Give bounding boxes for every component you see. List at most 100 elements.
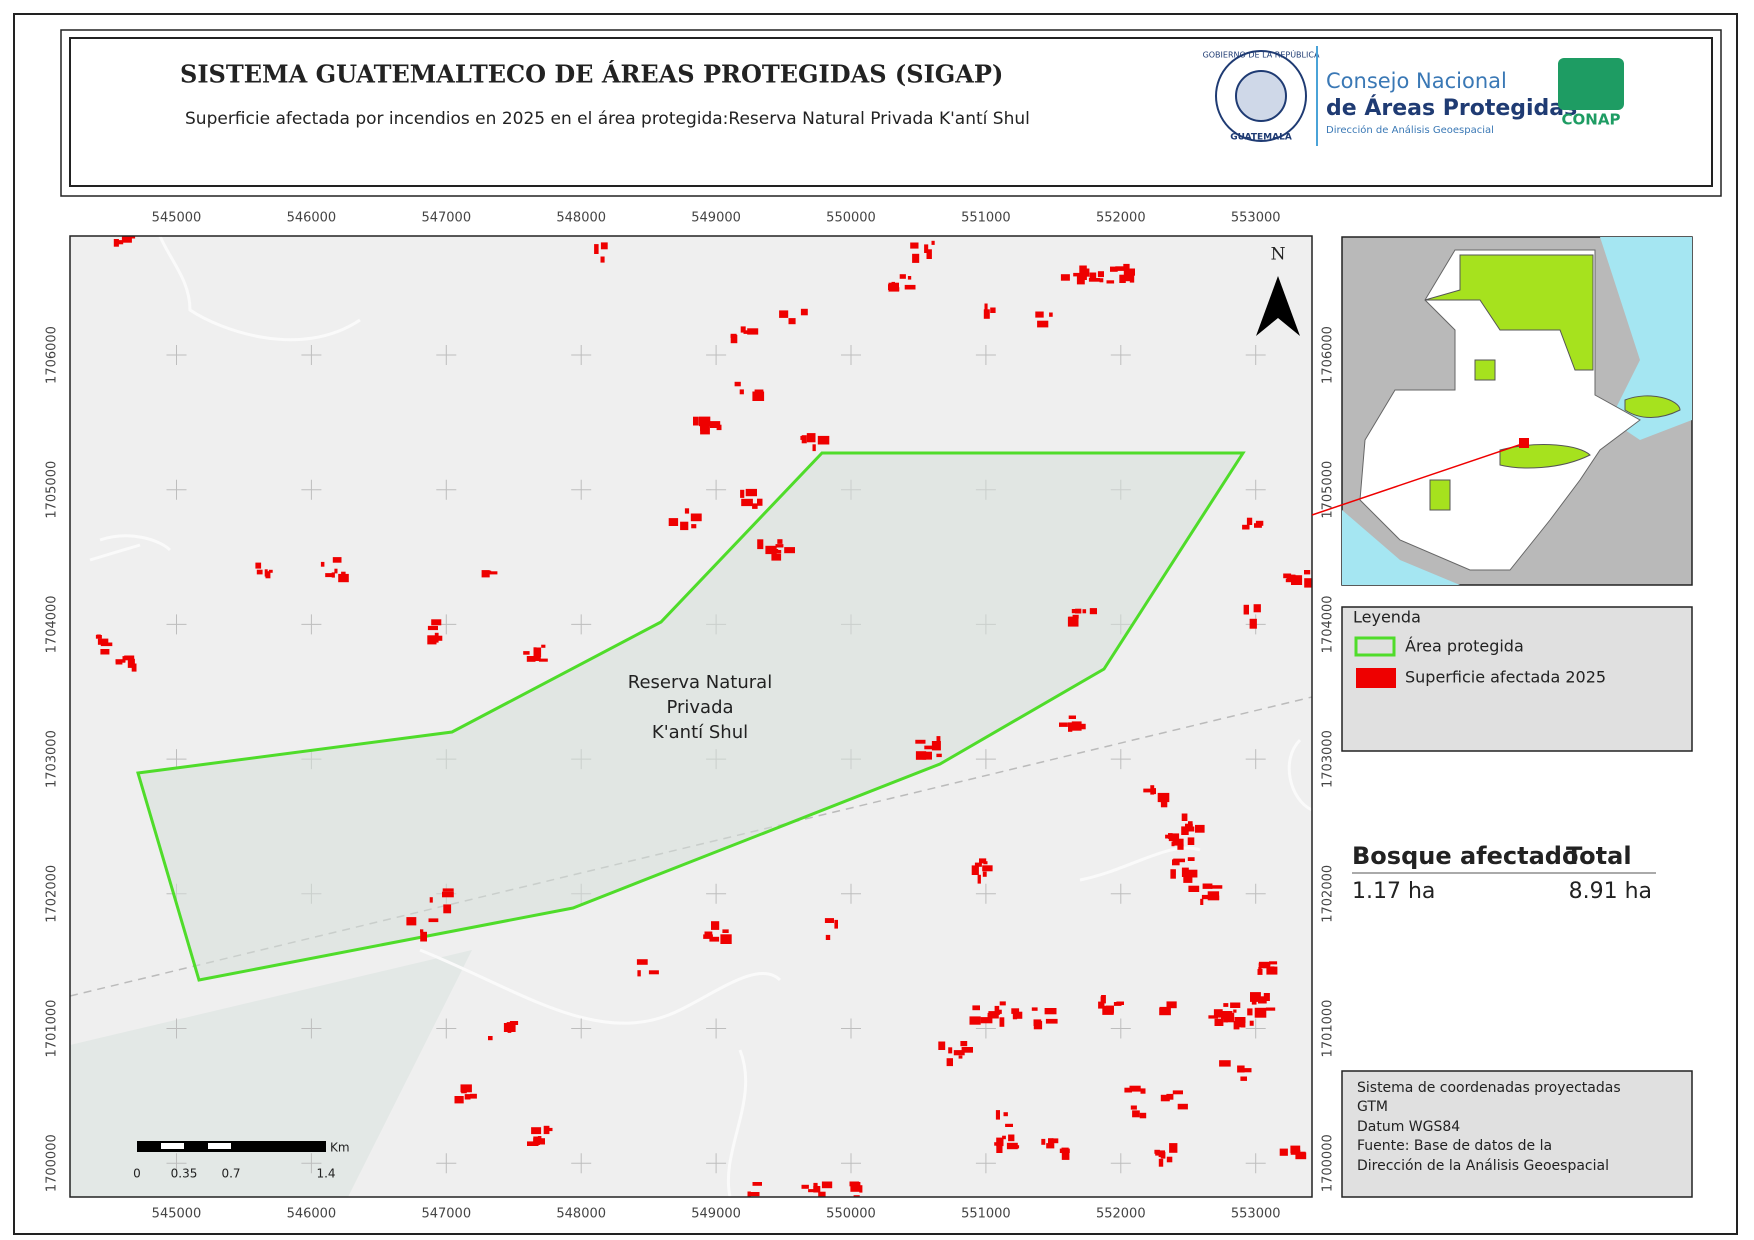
fire-patch [774, 550, 782, 554]
metadata-line: GTM [1357, 1099, 1388, 1115]
fire-patch [936, 753, 942, 758]
north-label: N [1271, 245, 1286, 265]
grid-cross [975, 1153, 996, 1174]
fire-patch [1089, 608, 1097, 615]
fire-patch [531, 1127, 542, 1135]
header-box [69, 37, 1713, 187]
fire-patch [1073, 272, 1081, 277]
scale-bar-segment [161, 1143, 184, 1149]
fire-patch [1242, 524, 1250, 530]
fire-patch [961, 1047, 973, 1053]
fire-patch [980, 1017, 993, 1024]
fire-patch [637, 970, 641, 977]
fire-patch [752, 1182, 762, 1186]
fire-patch [1130, 1105, 1137, 1110]
fire-patch [427, 625, 438, 631]
fire-patch [1067, 616, 1079, 627]
fire-patch [1160, 1094, 1170, 1102]
fire-patch [996, 1137, 1004, 1147]
x-tick-label: 546000 [287, 211, 337, 226]
fire-patch [1172, 869, 1176, 875]
grid-cross [1110, 883, 1131, 904]
metadata: Sistema de coordenadas proyectadas GTM D… [1341, 1070, 1693, 1198]
fire-patch [953, 1050, 965, 1056]
fire-patch [538, 658, 548, 662]
fire-patch [1089, 272, 1097, 280]
fire-patch [948, 1047, 953, 1054]
scale-bar-segment [208, 1143, 231, 1149]
fire-patch [1240, 1076, 1247, 1081]
fire-patch [1177, 1103, 1188, 1110]
fire-patch [999, 1017, 1005, 1027]
fire-patch [971, 865, 979, 875]
fire-patch [526, 656, 536, 662]
fire-patch [648, 970, 659, 975]
x-tick-label: 553000 [1231, 1207, 1281, 1222]
fire-patch [982, 865, 993, 872]
fire-patch [1097, 271, 1104, 278]
fire-patch [454, 1096, 464, 1104]
fire-patch [1005, 1123, 1013, 1127]
area-label: Privada [666, 697, 733, 718]
fire-patch [1169, 1143, 1178, 1153]
fire-patch [1129, 274, 1135, 283]
grid-cross [436, 1153, 457, 1174]
grid-cross [166, 345, 187, 365]
fire-patch [1159, 1006, 1170, 1010]
fire-patch [722, 935, 727, 942]
fire-patch [534, 653, 541, 661]
fire-patch [1031, 1007, 1038, 1011]
fire-patch [1258, 961, 1271, 966]
axis-ticks: 545000 545000 546000 546000 547000 547000 5480… [45, 211, 1336, 1222]
fire-patches [95, 236, 1312, 1197]
y-tick-label: 1706000 [1321, 326, 1336, 384]
fire-patch [704, 931, 713, 939]
grid-cross [1245, 749, 1266, 770]
fire-patch [1159, 1007, 1171, 1016]
grid-cross [571, 345, 592, 365]
fire-patch [982, 871, 987, 877]
fire-patch [1230, 1002, 1241, 1008]
grid-cross [301, 479, 322, 500]
fire-patch [1171, 841, 1175, 847]
y-tick-label: 1704000 [1321, 595, 1336, 653]
grid-cross [1245, 1018, 1266, 1039]
map-border [69, 235, 1313, 1198]
fire-patch [1234, 1017, 1246, 1023]
fire-patch [740, 326, 746, 333]
fire-patch [341, 571, 346, 575]
fire-patch [470, 1093, 477, 1099]
grid-cross [301, 345, 322, 365]
fire-patch [506, 1022, 510, 1027]
fire-patch [1263, 993, 1270, 1001]
fire-patch [995, 1110, 1000, 1120]
grid-cross [841, 1018, 861, 1039]
fire-patch [1129, 1085, 1141, 1092]
fire-patch [853, 1195, 860, 1197]
fire-patch [1243, 604, 1249, 615]
fire-patch [509, 1021, 519, 1025]
conap-text: CONAP [1562, 111, 1621, 129]
fire-patch [1035, 311, 1044, 318]
fire-patch [1181, 813, 1188, 821]
fire-patch [1254, 1007, 1267, 1018]
fire-patch [1177, 844, 1184, 850]
fire-patch [990, 307, 996, 313]
summary-table: Bosque afectado Total 1.17 ha 8.91 ha [1352, 842, 1656, 904]
fire-patch [1246, 517, 1253, 525]
fire-patch [485, 571, 498, 575]
scale-bar-segment [233, 1143, 324, 1149]
legend-box [1341, 606, 1693, 752]
x-tick-label: 548000 [556, 211, 606, 226]
grid-cross [706, 1153, 727, 1174]
fire-patch [1115, 266, 1125, 271]
fire-patch [97, 638, 109, 645]
fire-patch [888, 282, 899, 292]
fire-patch [1113, 1002, 1122, 1006]
fire-patch [1172, 838, 1184, 846]
grid-cross [1245, 883, 1266, 904]
legend-swatch [1354, 636, 1396, 657]
fire-patch [428, 918, 439, 923]
fire-patch [1088, 278, 1100, 282]
fire-patch [1172, 859, 1180, 866]
